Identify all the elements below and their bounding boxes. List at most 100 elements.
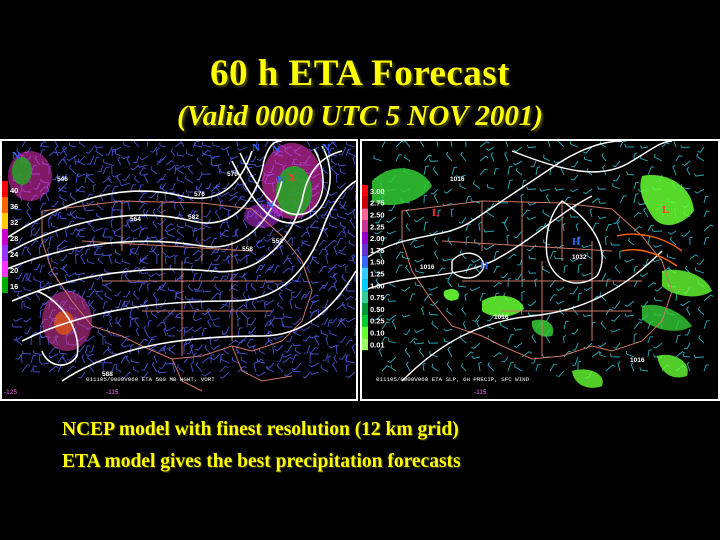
wind-barb [314,147,320,157]
wind-barb [613,342,621,349]
wind-barb [200,253,205,265]
wind-barb [135,328,140,337]
wind-barb [225,218,230,229]
wind-barb [493,168,499,176]
wind-barb [330,213,338,220]
wind-barb [159,142,167,148]
wind-barb [301,326,311,332]
wind-barb [282,257,292,265]
wind-barb [166,164,176,171]
wind-barb [39,335,43,346]
wind-barb [512,160,523,166]
wind-barb [48,365,59,373]
wind-barb [95,148,104,157]
wind-barb [684,265,691,274]
wind-barb [304,344,311,354]
wind-barb [336,294,345,301]
wind-barb [563,335,567,344]
scale-label: 0.01 [370,340,385,349]
wind-barb [210,237,218,247]
wind-barb [183,247,189,256]
wind-barb [589,208,593,218]
wind-barb [697,146,705,153]
wind-barb [372,314,383,321]
wind-barb [210,353,215,364]
wind-barb [414,281,425,288]
wind-barb [694,188,705,194]
wind-barb [192,141,200,148]
wind-barb [342,226,347,238]
wind-barb [81,354,86,364]
wind-barb [192,210,198,220]
wind-barb [542,266,551,274]
wind-barb [599,292,607,302]
wind-barb [381,336,388,344]
wind-barb [703,364,709,372]
wind-barb [39,361,50,365]
vorticity-shading [8,143,322,351]
wind-barb [120,339,130,346]
scale-swatch [2,245,8,261]
wind-barb [123,141,131,148]
wind-barb [201,327,207,337]
wind-barb [78,141,86,148]
wind-barb [391,318,397,330]
wind-barb [255,274,262,283]
wind-barb [195,362,203,373]
wind-barb [185,175,194,184]
wind-barb [581,244,593,249]
vorticity-center-label: N [12,150,20,162]
scale-swatch [362,326,368,339]
wind-barb [166,231,176,238]
wind-barb [507,165,513,176]
wind-barb [26,209,32,220]
wind-barb [248,317,257,326]
wind-barb [138,189,148,193]
wind-barb [160,344,167,352]
wind-barb [486,314,495,322]
wind-barb [309,256,317,265]
wind-barb [513,327,523,331]
wind-barb [577,236,581,246]
wind-barb [318,239,327,247]
wind-barb [26,202,32,211]
wind-barb [107,346,113,355]
high-pressure-center: H [480,260,489,272]
wind-barb [159,281,167,289]
wind-barb [114,232,122,238]
wind-barb [347,229,356,238]
wind-barb [228,273,237,283]
wind-barb [129,237,137,247]
wind-barb [572,342,579,351]
wind-barb [493,282,502,288]
wind-barb [446,307,453,316]
wind-barb [277,301,284,310]
wind-barb [527,312,537,316]
wind-barb [308,335,320,339]
wind-barb [479,168,488,176]
wind-barb [289,298,293,310]
wind-barb [228,309,235,319]
wind-barb [253,361,257,373]
wind-barb [39,149,46,157]
wind-barb [40,209,50,215]
wind-barb [239,195,248,202]
wind-barb [507,334,515,344]
wind-barb [345,209,356,216]
wind-barb [486,184,495,190]
wind-barb [242,291,248,301]
wind-barb [682,353,691,358]
wind-barb [23,302,32,310]
wind-barb [219,365,228,373]
wind-barb [165,160,175,166]
wind-barb [336,231,345,238]
wind-barb [248,330,257,337]
wind-barb [144,307,149,319]
wind-barb [696,153,705,162]
wind-barb [472,180,481,190]
wind-barb [168,347,176,355]
wind-barb [526,144,537,149]
wind-barb [30,228,35,238]
wind-barb [143,300,149,310]
wind-barb [327,239,338,247]
